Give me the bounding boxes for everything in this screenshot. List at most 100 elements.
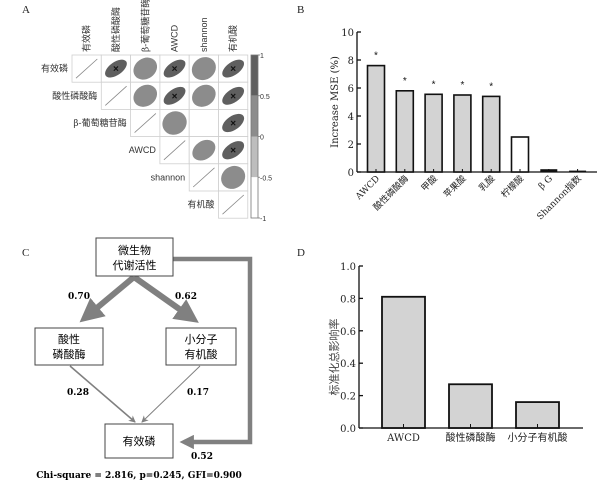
y-tick-label: 0.6: [340, 327, 356, 338]
significance-star: *: [460, 80, 464, 91]
row-label: β-葡萄糖苷酶: [73, 117, 126, 129]
colorbar-tick-label: -0.5: [260, 175, 272, 182]
diagonal-line: [163, 140, 186, 161]
path-arrow-top-bottom: [173, 256, 253, 450]
y-tick-label: 8: [348, 56, 354, 67]
y-tick-label: 6: [348, 84, 354, 95]
significance-mark: ×: [230, 64, 236, 75]
colorbar-segment: [251, 177, 258, 218]
node-top-line1: 微生物: [118, 243, 151, 257]
node-box-bottom: [104, 423, 174, 459]
node-bottom-line1: 有效磷: [123, 434, 156, 448]
node-right-line1: 小分子: [185, 333, 218, 346]
x-tick-label: AWCD: [386, 433, 420, 444]
row-label: AWCD: [129, 145, 157, 155]
significance-star: *: [489, 81, 493, 92]
significance-star: *: [374, 51, 378, 62]
path-arrow-left-bottom: [69, 365, 136, 423]
y-axis-title: 标准化总影响率: [327, 319, 341, 396]
coef-top-bottom: 0.52: [191, 452, 213, 462]
path-arrow-right-bottom: [141, 365, 201, 423]
correlation-ellipse: [192, 84, 216, 107]
significance-mark: ×: [172, 91, 178, 102]
node-box-left: [34, 327, 104, 366]
y-tick-label: 0.0: [340, 424, 356, 435]
correlation-ellipse: [222, 141, 245, 160]
diagonal-line: [105, 85, 127, 106]
coef-right-bottom: 0.17: [187, 388, 209, 398]
correlation-ellipse: [222, 59, 245, 78]
matrix-cell: [188, 109, 219, 138]
path-diagram: 微生物 代谢活性 酸性 磷酸酶 小分子 有机酸 有效磷 0.70 0.62 0.…: [34, 237, 253, 481]
correlation-ellipse: [222, 113, 245, 133]
bar: [448, 383, 493, 429]
bar: [381, 295, 426, 429]
x-tick-label: 酸性磷酸酶: [446, 431, 496, 444]
correlation-ellipse: [133, 84, 158, 107]
correlation-ellipse: [192, 139, 216, 161]
correlation-ellipse: [162, 111, 187, 135]
colorbar-tick-label: -1: [260, 216, 266, 223]
significance-mark: ×: [230, 91, 236, 102]
node-right-line2: 有机酸: [185, 347, 218, 361]
y-tick-label: 4: [348, 112, 354, 123]
colorbar-segment: [251, 95, 258, 137]
diagonal-line: [75, 58, 98, 79]
y-tick-label: 0: [348, 168, 354, 179]
diagonal-line: [192, 167, 215, 188]
panel-label-b: B: [297, 4, 305, 16]
coef-top-right: 0.62: [175, 292, 197, 302]
panel-label-c: C: [22, 247, 30, 259]
y-tick-label: 10: [341, 28, 354, 39]
row-label: 有效磷: [41, 63, 68, 75]
correlation-ellipse: [133, 57, 158, 80]
correlation-matrix: 有效磷 酸性磷酸酶 β-葡萄糖苷酶 AWCD shannon 有机酸有效磷酸性磷酸酶β-葡…: [41, 0, 272, 223]
significance-mark: ×: [113, 64, 119, 75]
correlation-ellipse: [105, 59, 127, 78]
row-label: shannon: [151, 172, 186, 182]
fit-statistics: Chi-square = 2.816, p=0.245, GFI=0.900: [36, 471, 242, 481]
column-label: shannon: [199, 17, 209, 52]
column-label: 有效磷: [81, 25, 93, 52]
significance-mark: ×: [230, 119, 236, 130]
colorbar-tick-label: 0.5: [260, 94, 270, 101]
diagonal-line: [222, 194, 245, 215]
column-label: 有机酸: [227, 25, 239, 52]
colorbar-tick-label: 0: [260, 135, 264, 142]
y-tick-label: 0.2: [340, 392, 356, 403]
significance-mark: ×: [230, 146, 236, 157]
colorbar-tick-label: 1: [260, 53, 264, 60]
coef-left-bottom: 0.28: [67, 388, 89, 398]
path-arrow-top-right: [132, 274, 199, 323]
coef-top-left: 0.70: [68, 292, 90, 302]
correlation-ellipse: [191, 57, 216, 81]
node-left-line2: 磷酸酶: [53, 347, 86, 361]
x-tick-label: 小分子有机酸: [508, 431, 568, 444]
node-left-line1: 酸性: [58, 332, 80, 346]
panel-label-a: A: [22, 4, 30, 16]
path-arrow-top-left: [79, 274, 136, 323]
column-label: β-葡萄糖苷酶: [139, 0, 151, 52]
node-top-line2: 代谢活性: [113, 258, 157, 272]
panel-label-d: D: [297, 247, 305, 259]
column-label: AWCD: [170, 24, 180, 52]
node-box-right: [165, 327, 237, 366]
y-tick-label: 1.0: [340, 262, 356, 273]
significance-star: *: [403, 76, 407, 87]
diagonal-line: [134, 113, 157, 133]
row-label: 酸性磷酸酶: [52, 90, 97, 102]
node-box-top: [95, 237, 174, 277]
y-tick-label: 2: [348, 140, 354, 151]
colorbar-segment: [251, 136, 258, 178]
y-axis-title: Increase MSE (%): [330, 56, 341, 148]
significance-star: *: [432, 79, 436, 90]
y-tick-label: 0.4: [340, 359, 356, 370]
significance-mark: ×: [172, 64, 178, 75]
row-label: 有机酸: [187, 199, 214, 211]
y-tick-label: 0.8: [340, 294, 356, 305]
column-label: 酸性磷酸酶: [110, 7, 122, 52]
correlation-ellipse: [221, 165, 246, 189]
correlation-ellipse: [163, 59, 186, 78]
